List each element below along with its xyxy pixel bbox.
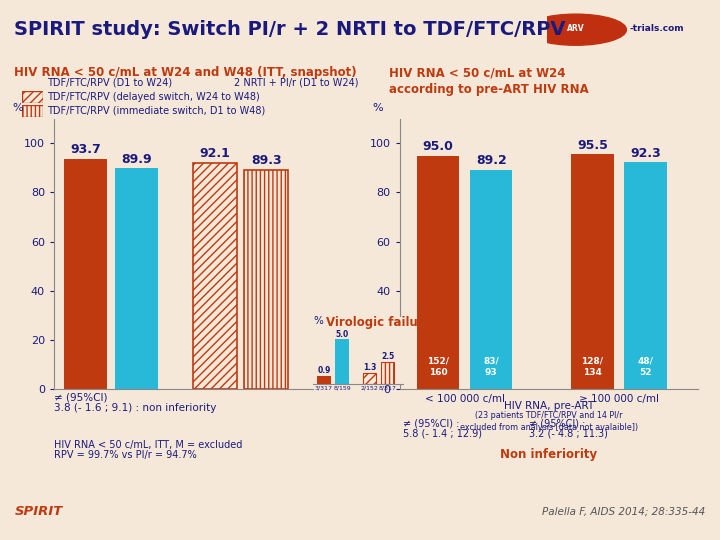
Text: 92.3: 92.3 [630, 147, 661, 160]
Bar [381, 362, 395, 384]
Text: 93.7: 93.7 [70, 143, 101, 157]
Bar [115, 168, 158, 389]
Text: 3.2 (- 4.8 ; 11.3): 3.2 (- 4.8 ; 11.3) [529, 428, 608, 438]
Text: RPV = 99.7% vs PI/r = 94.7%: RPV = 99.7% vs PI/r = 94.7% [54, 450, 197, 460]
Text: TDF/FTC/RPV (D1 to W24): TDF/FTC/RPV (D1 to W24) [47, 78, 172, 87]
Text: Virologic failure: Virologic failure [326, 316, 432, 329]
Text: 1.3: 1.3 [363, 363, 376, 372]
Text: TDF/FTC/RPV (delayed switch, W24 to W48): TDF/FTC/RPV (delayed switch, W24 to W48) [47, 92, 259, 102]
Text: 152/
160: 152/ 160 [427, 356, 449, 376]
Text: TDF/FTC/RPV (immediate switch, D1 to W48): TDF/FTC/RPV (immediate switch, D1 to W48… [47, 106, 265, 116]
Text: HIV RNA < 50 c/mL at W24 and W48 (ITT, snapshot): HIV RNA < 50 c/mL at W24 and W48 (ITT, s… [14, 66, 357, 79]
Text: 3.8 (- 1.6 ; 9.1) : non inferiority: 3.8 (- 1.6 ; 9.1) : non inferiority [54, 403, 217, 414]
Text: %: % [12, 103, 23, 113]
Text: 95.0: 95.0 [423, 140, 454, 153]
Bar [194, 163, 237, 389]
Text: 128/
134: 128/ 134 [581, 356, 603, 376]
Bar [64, 159, 107, 389]
Text: 2 NRTI + PI/r (D1 to W24): 2 NRTI + PI/r (D1 to W24) [234, 78, 359, 87]
Text: 48/
52: 48/ 52 [637, 356, 653, 376]
Bar [336, 340, 349, 384]
Bar [363, 373, 376, 384]
Text: Non inferiority: Non inferiority [500, 448, 597, 461]
Text: 92.1: 92.1 [199, 147, 230, 160]
Bar [317, 376, 330, 384]
Text: -trials.com: -trials.com [629, 24, 684, 33]
Text: %: % [373, 103, 383, 113]
Text: 3/317: 3/317 [315, 386, 333, 390]
Text: ≠ (95%CI): ≠ (95%CI) [54, 393, 107, 403]
Text: 5.8 (- 1.4 ; 12.9): 5.8 (- 1.4 ; 12.9) [403, 428, 482, 438]
Text: 95.5: 95.5 [577, 139, 608, 152]
Text: 89.3: 89.3 [251, 154, 282, 167]
Text: HIV RNA < 50 c/mL at W24
according to pre-ART HIV RNA: HIV RNA < 50 c/mL at W24 according to pr… [389, 66, 588, 97]
Text: HIV RNA, pre-ART: HIV RNA, pre-ART [503, 401, 594, 411]
Text: SPIRIT: SPIRIT [14, 505, 63, 518]
Bar [470, 170, 513, 389]
Text: (23 patients TDF/FTC/RPV and 14 PI/r
excluded from analysis [data not avalaible]: (23 patients TDF/FTC/RPV and 14 PI/r exc… [459, 411, 638, 433]
Text: 89.9: 89.9 [121, 153, 152, 166]
Text: ≠ (95%CI) :: ≠ (95%CI) : [403, 418, 459, 429]
Bar [571, 154, 613, 389]
Text: ARV: ARV [567, 24, 585, 33]
Text: HIV RNA < 50 c/mL, ITT, M = excluded: HIV RNA < 50 c/mL, ITT, M = excluded [54, 440, 243, 450]
Text: 0.9: 0.9 [318, 367, 330, 375]
Text: 5.0: 5.0 [336, 329, 348, 339]
Text: ≠ (95%CI) :: ≠ (95%CI) : [529, 418, 585, 429]
Text: 8/317: 8/317 [379, 386, 397, 390]
Text: 8/159: 8/159 [333, 386, 351, 390]
Text: Palella F, AIDS 2014; 28:335-44: Palella F, AIDS 2014; 28:335-44 [542, 507, 706, 517]
Text: 83/
93: 83/ 93 [483, 356, 499, 376]
Bar [245, 170, 288, 389]
Circle shape [525, 14, 626, 45]
Text: %: % [313, 316, 323, 326]
Text: 2/152: 2/152 [361, 386, 378, 390]
Text: 2.5: 2.5 [381, 352, 394, 361]
Bar [624, 162, 667, 389]
Text: SPIRIT study: Switch PI/r + 2 NRTI to TDF/FTC/RPV: SPIRIT study: Switch PI/r + 2 NRTI to TD… [14, 20, 566, 39]
Bar [417, 156, 459, 389]
Text: 89.2: 89.2 [476, 154, 507, 167]
